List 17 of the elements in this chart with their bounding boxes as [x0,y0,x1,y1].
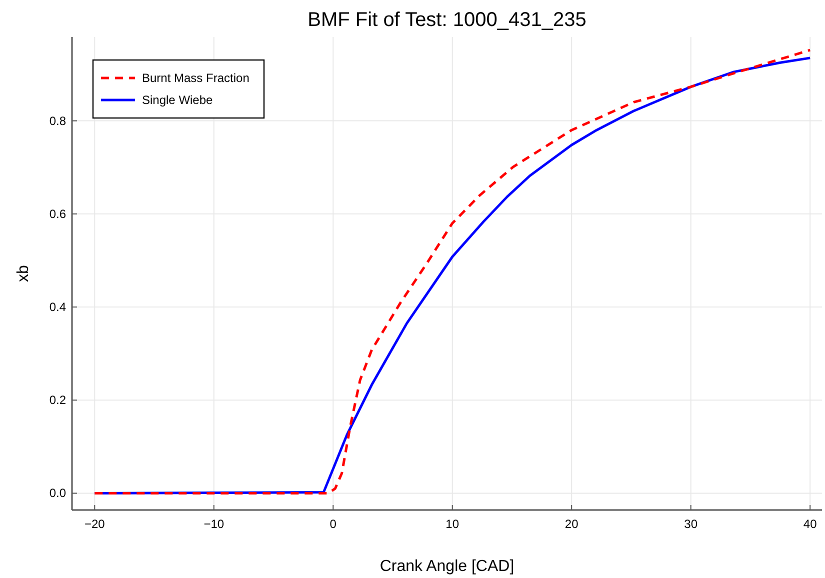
x-tick-label: 30 [684,517,698,531]
chart-title: BMF Fit of Test: 1000_431_235 [308,9,586,31]
x-tick-label: 20 [564,517,579,531]
y-tick-label: 0.2 [49,393,66,408]
legend-label: Burnt Mass Fraction [142,71,250,85]
x-axis-title: Crank Angle [CAD] [380,558,514,575]
y-tick-label: 0.0 [49,486,66,500]
y-tick-label: 0.8 [49,114,66,128]
y-tick-label: 0.6 [49,206,66,221]
x-tick-label: 0 [330,517,337,531]
x-tick-label: 10 [446,517,460,531]
x-tick-label: 40 [803,517,818,531]
legend-label: Single Wiebe [142,93,214,107]
y-tick-label: 0.4 [49,300,66,314]
y-axis-title: xb [15,264,32,282]
x-tick-label: −10 [204,517,224,531]
x-tick-label: −20 [84,517,106,531]
